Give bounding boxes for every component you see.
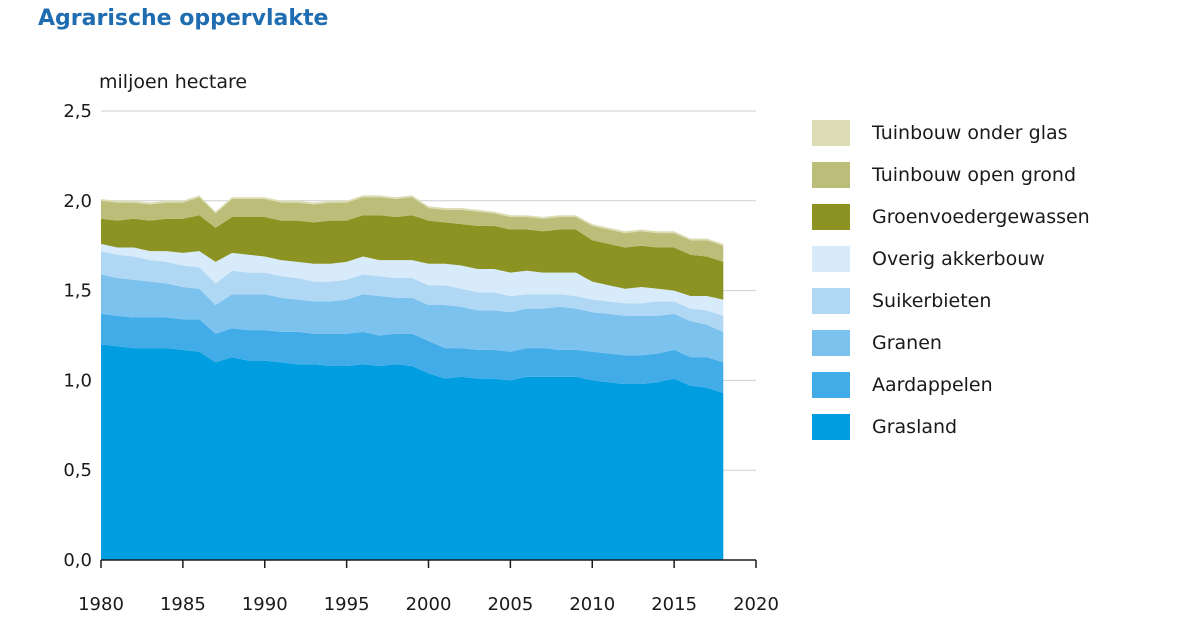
- legend-swatch: [812, 246, 850, 272]
- area-series: [101, 195, 724, 560]
- area-tuinbouw-open-grond: [101, 197, 724, 262]
- x-tick-label: 2005: [487, 594, 533, 615]
- y-tick-label: 2,0: [63, 191, 92, 212]
- stacked-area-chart: 1980 1985 1990 1995 2000 2005 2010 2015 2020 0,0 0…: [63, 71, 779, 615]
- legend-label: Tuinbouw open grond: [872, 164, 1077, 186]
- legend-label: Aardappelen: [872, 374, 993, 396]
- legend-swatch: [812, 162, 850, 188]
- legend-label: Grasland: [872, 416, 958, 438]
- y-tick-label: 2,5: [63, 101, 92, 122]
- legend-swatch: [812, 120, 850, 146]
- axes: 1980 1985 1990 1995 2000 2005 2010 2015 2020 0,0 0…: [63, 101, 779, 615]
- legend-swatch: [812, 288, 850, 314]
- legend-label: Tuinbouw onder glas: [872, 122, 1068, 144]
- legend: Tuinbouw onder glas Tuinbouw open grond Gr…: [812, 112, 1090, 448]
- legend-swatch: [812, 372, 850, 398]
- legend-item: Overig akkerbouw: [812, 238, 1090, 280]
- x-tick-label: 2000: [406, 594, 452, 615]
- legend-label: Overig akkerbouw: [872, 248, 1045, 270]
- y-tick-label: 1,5: [63, 281, 92, 302]
- legend-swatch: [812, 204, 850, 230]
- legend-item: Groenvoedergewassen: [812, 196, 1090, 238]
- legend-item: Aardappelen: [812, 364, 1090, 406]
- x-tick-label: 1980: [78, 594, 124, 615]
- x-tick-label: 1990: [242, 594, 288, 615]
- y-tick-label: 0,0: [63, 550, 92, 571]
- chart-title: Agrarische oppervlakte: [38, 6, 329, 31]
- x-tick-label: 2010: [569, 594, 615, 615]
- legend-item: Tuinbouw open grond: [812, 154, 1090, 196]
- legend-item: Granen: [812, 322, 1090, 364]
- x-tick-label: 1985: [160, 594, 206, 615]
- legend-label: Granen: [872, 332, 942, 354]
- y-axis-label: miljoen hectare: [99, 71, 247, 93]
- area-aardappelen: [101, 313, 724, 393]
- x-tick-label: 1995: [324, 594, 370, 615]
- area-overig-akkerbouw: [101, 243, 724, 316]
- legend-swatch: [812, 414, 850, 440]
- x-tick-label: 2020: [733, 594, 779, 615]
- area-granen: [101, 274, 724, 363]
- legend-swatch: [812, 330, 850, 356]
- area-grasland: [101, 344, 724, 560]
- legend-item: Tuinbouw onder glas: [812, 112, 1090, 154]
- legend-item: Suikerbieten: [812, 280, 1090, 322]
- legend-label: Suikerbieten: [872, 290, 992, 312]
- y-tick-label: 1,0: [63, 370, 92, 391]
- x-tick-label: 2015: [651, 594, 697, 615]
- area-suikerbieten: [101, 251, 724, 332]
- legend-label: Groenvoedergewassen: [872, 206, 1090, 228]
- legend-item: Grasland: [812, 406, 1090, 448]
- y-tick-label: 0,5: [63, 460, 92, 481]
- area-groenvoedergewassen: [101, 215, 724, 300]
